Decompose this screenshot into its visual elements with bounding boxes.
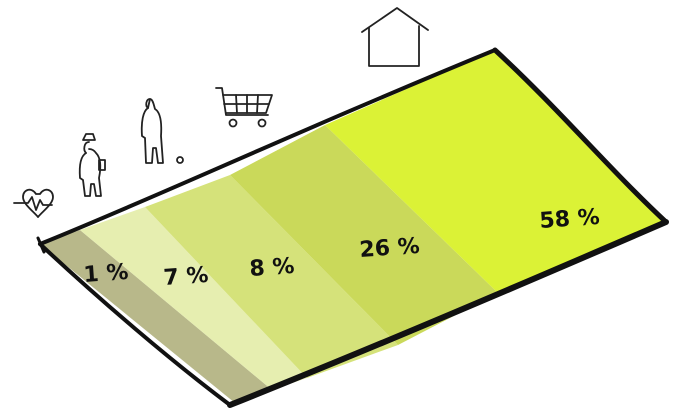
heart-icon [13,188,54,218]
house-icon [361,7,429,67]
person-icon [140,98,184,164]
segments-group [40,50,665,403]
parcel-outline [36,47,669,408]
segment-shopping [230,125,498,345]
label-leisure: 8 % [249,254,296,282]
segment-work [80,207,307,390]
label-health: 1 % [83,260,130,288]
segment-health [40,230,272,403]
segment-housing [325,50,665,293]
label-housing: 58 % [539,205,601,234]
shopping-cart-icon [215,87,273,128]
label-work: 7 % [163,263,210,291]
icons-row [13,7,429,218]
segment-leisure [145,175,398,378]
segment-labels: 1 % 7 % 8 % 26 % 58 % [83,205,601,291]
label-shopping: 26 % [359,234,421,263]
worker-icon [78,133,106,197]
